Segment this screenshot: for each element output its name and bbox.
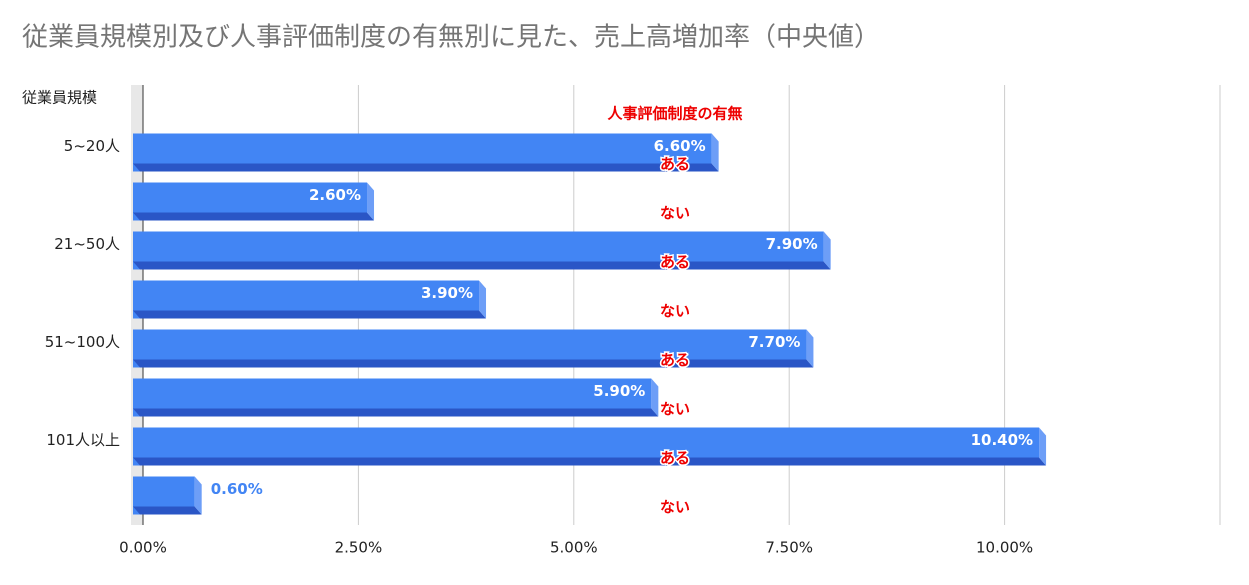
bar: [133, 133, 719, 172]
sub-label: ない: [660, 204, 690, 222]
x-tick-label: 7.50%: [765, 539, 813, 557]
sub-label: ない: [660, 302, 690, 320]
bar: [133, 329, 814, 368]
value-label: 0.60%: [211, 480, 263, 498]
bar: [133, 231, 831, 270]
x-tick-label: 0.00%: [119, 539, 167, 557]
y-axis-label: 従業員規模: [22, 89, 97, 107]
value-label: 7.90%: [766, 235, 818, 253]
sub-label: ある: [660, 253, 690, 271]
bar: [133, 427, 1047, 466]
sub-label: ない: [660, 498, 690, 516]
value-label: 3.90%: [421, 284, 473, 302]
value-label: 10.40%: [971, 431, 1033, 449]
chart-title: 従業員規模別及び人事評価制度の有無別に見た、売上高増加率（中央値）: [22, 23, 880, 53]
x-tick-label: 5.00%: [550, 539, 598, 557]
x-tick-label: 2.50%: [335, 539, 383, 557]
y-tick-label: 101人以上: [46, 431, 120, 449]
bar: [133, 378, 659, 417]
sub-label: ある: [660, 449, 690, 467]
value-label: 7.70%: [748, 333, 800, 351]
sub-label: ある: [660, 155, 690, 173]
value-label: 6.60%: [654, 137, 706, 155]
annotation: 人事評価制度の有無: [607, 105, 742, 123]
value-label: 2.60%: [309, 186, 361, 204]
bar: [133, 182, 375, 221]
y-tick-label: 21~50人: [54, 235, 120, 253]
sub-label: ない: [660, 400, 690, 418]
bar: [133, 476, 202, 515]
y-tick-label: 51~100人: [45, 333, 120, 351]
x-tick-label: 10.00%: [976, 539, 1033, 557]
sub-label: ある: [660, 351, 690, 369]
y-tick-label: 5~20人: [64, 137, 120, 155]
value-label: 5.90%: [593, 382, 645, 400]
bar: [133, 280, 487, 319]
